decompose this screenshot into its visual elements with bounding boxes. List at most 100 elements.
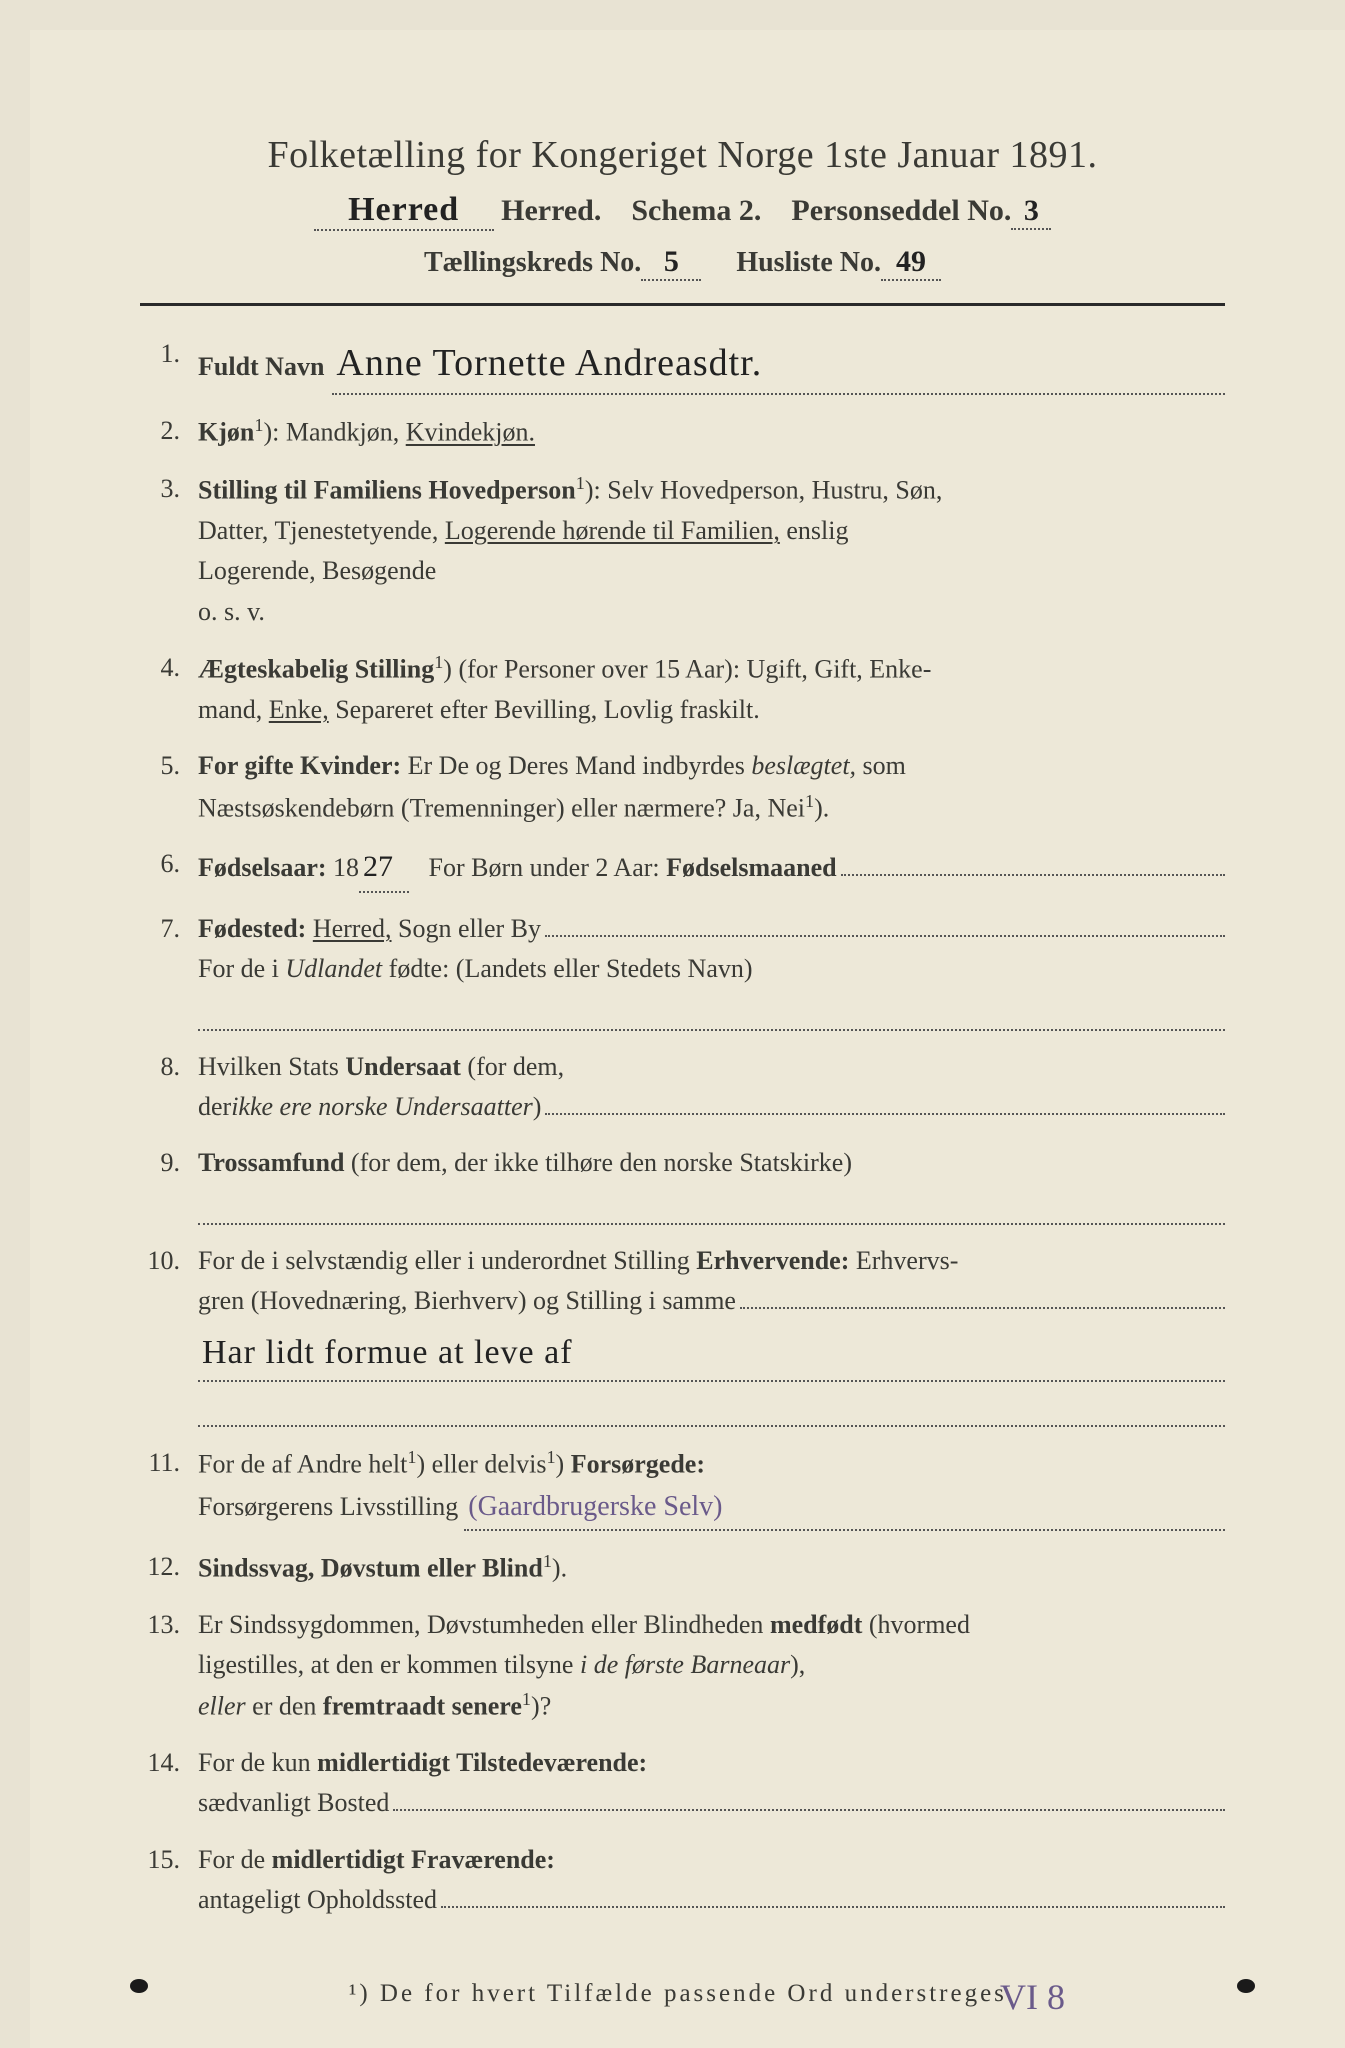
stilling-selected: Logerende hørende til Familien, [445,516,780,545]
paren: ) [585,476,594,505]
label-aegteskab: Ægteskabelig Stilling [198,655,434,684]
archive-mark: VI 8 [1000,1976,1065,2018]
undersaat-t1: Hvilken Stats [198,1052,345,1081]
item-body: Fødselsaar: 1827 For Børn under 2 Aar: F… [198,844,1225,893]
kreds-no: 5 [641,245,701,281]
form-header: Folketælling for Kongeriget Norge 1ste J… [140,130,1225,281]
item-num: 13. [140,1605,198,1645]
item-body: For de af Andre helt1) eller delvis1) Fo… [198,1443,1225,1530]
item-1: 1. Fuldt Navn Anne Tornette Andreasdtr. [140,334,1225,395]
item-body: Ægteskabelig Stilling1) (for Personer ov… [198,648,1225,730]
paren: ) [443,655,452,684]
paren: ) [416,1450,425,1479]
erhv-t2: Erhvervs- [849,1246,958,1275]
trossamfund-bold: Trossamfund [198,1148,344,1177]
personseddel-no: 3 [1011,194,1051,230]
item-body: Fødested: Herred, Sogn eller By For de i… [198,909,1225,1031]
header-line-2: Herred Herred. Schema 2. Personseddel No… [140,191,1225,231]
stilling-t2: Datter, Tjenestetyende, [198,516,438,545]
item-6: 6. Fødselsaar: 1827 For Børn under 2 Aar… [140,844,1225,893]
item-num: 8. [140,1047,198,1087]
medf-bold2: fremtraadt senere [323,1692,522,1721]
medf-bold1: medfødt [770,1610,862,1639]
gifte-t1: Er De og Deres Mand indbyrdes [408,751,752,780]
personseddel-label: Personseddel No. [791,194,1011,227]
main-title: Folketælling for Kongeriget Norge 1ste J… [140,130,1225,181]
item-num: 7. [140,909,198,949]
medf-t3: ligestilles, at den er kommen tilsyne [198,1650,580,1679]
kreds-label: Tællingskreds No. [424,247,641,278]
label-fodested: Fødested: [198,909,306,949]
item-body: Sindssvag, Døvstum eller Blind1). [198,1547,1225,1589]
item-num: 11. [140,1443,198,1483]
field-birthplace [545,911,1225,937]
field-trossamfund [198,1194,1225,1225]
stilling-t3: enslig [786,516,848,545]
header-line-3: Tællingskreds No.5 Husliste No.49 [140,245,1225,281]
item-body: For de kun midlertidigt Tilstedeværende:… [198,1743,1225,1824]
ink-dot-right [1237,1979,1255,1993]
undersaat-bold: Undersaat [345,1052,461,1081]
paren: ) [263,418,272,447]
undersaat-it: ikke ere norske Undersaatter [231,1087,533,1127]
erhv-t3: gren (Hovednæring, Bierhverv) og Stillin… [198,1281,736,1321]
label-fodselsmaaned: Fødselsmaaned [666,848,836,888]
item-body: Stilling til Familiens Hovedperson1): Se… [198,469,1225,632]
tilst-bold: midlertidigt Tilstedeværende: [317,1748,647,1777]
stilling-t1: : Selv Hovedperson, Hustru, Søn, [594,476,943,505]
stilling-t4: Logerende, Besøgende [198,556,436,585]
label-stilling: Stilling til Familiens Hovedperson [198,476,576,505]
field-erhv1 [740,1283,1225,1309]
frav-t2: antageligt Opholdssted [198,1880,437,1920]
item-3: 3. Stilling til Familiens Hovedperson1):… [140,469,1225,632]
medf-it2: eller [198,1692,246,1721]
gifte-t2: som [856,751,906,780]
birth-year: 27 [359,844,409,893]
item-num: 14. [140,1743,198,1783]
gifte-t3: Næstsøskendebørn (Tremenninger) eller næ… [198,793,805,822]
medf-t4: ), [790,1650,805,1679]
item-body: Trossamfund (for dem, der ikke tilhøre d… [198,1143,1225,1224]
schema-label: Schema 2. [631,194,761,227]
field-opholdssted [441,1882,1225,1908]
paren: ) [531,1692,540,1721]
kjon-selected: Kvindekjøn. [406,418,535,447]
tilst-t2: sædvanligt Bosted [198,1783,389,1823]
fodested-t1: Sogn eller By [398,909,541,949]
medf-t6: ? [540,1692,552,1721]
item-num: 1. [140,334,198,374]
item-14: 14. For de kun midlertidigt Tilstedevære… [140,1743,1225,1824]
fodested-t2: For de i [198,954,285,983]
field-undersaat [545,1089,1225,1115]
sup: 1 [543,1551,552,1571]
frav-t1: For de [198,1845,272,1874]
aegt-selected: Enke, [269,695,329,724]
item-body: For de midlertidigt Fraværende: antageli… [198,1840,1225,1921]
field-foreign [198,1000,1225,1031]
item-num: 10. [140,1241,198,1281]
undersaat-t2: (for dem, [461,1052,564,1081]
item-num: 15. [140,1840,198,1880]
frav-bold: midlertidigt Fraværende: [272,1845,555,1874]
fors-bold: Forsørgede: [571,1450,705,1479]
field-bosted [393,1785,1225,1811]
sindssvag-bold: Sindssvag, Døvstum eller Blind [198,1553,543,1582]
paren: ) [556,1450,565,1479]
item-15: 15. For de midlertidigt Fraværende: anta… [140,1840,1225,1921]
medf-t2: (hvormed [862,1610,970,1639]
field-month [841,850,1225,876]
item-num: 12. [140,1547,198,1587]
item-2: 2. Kjøn1): Mandkjøn, Kvindekjøn. [140,411,1225,453]
census-form-page: Folketælling for Kongeriget Norge 1ste J… [0,0,1345,2048]
item-num: 3. [140,469,198,509]
item-body: For gifte Kvinder: Er De og Deres Mand i… [198,746,1225,828]
item-13: 13. Er Sindssygdommen, Døvstumheden elle… [140,1605,1225,1728]
sup: 1 [576,473,585,493]
fors-t1: For de af Andre helt [198,1450,407,1479]
fodested-t3: fødte: (Landets eller Stedets Navn) [382,954,752,983]
item-10: 10. For de i selvstændig eller i underor… [140,1241,1225,1427]
item-9: 9. Trossamfund (for dem, der ikke tilhør… [140,1143,1225,1224]
erhv-bold: Erhvervende: [696,1246,849,1275]
label-kjon: Kjøn [198,418,254,447]
sup: 1 [546,1447,555,1467]
